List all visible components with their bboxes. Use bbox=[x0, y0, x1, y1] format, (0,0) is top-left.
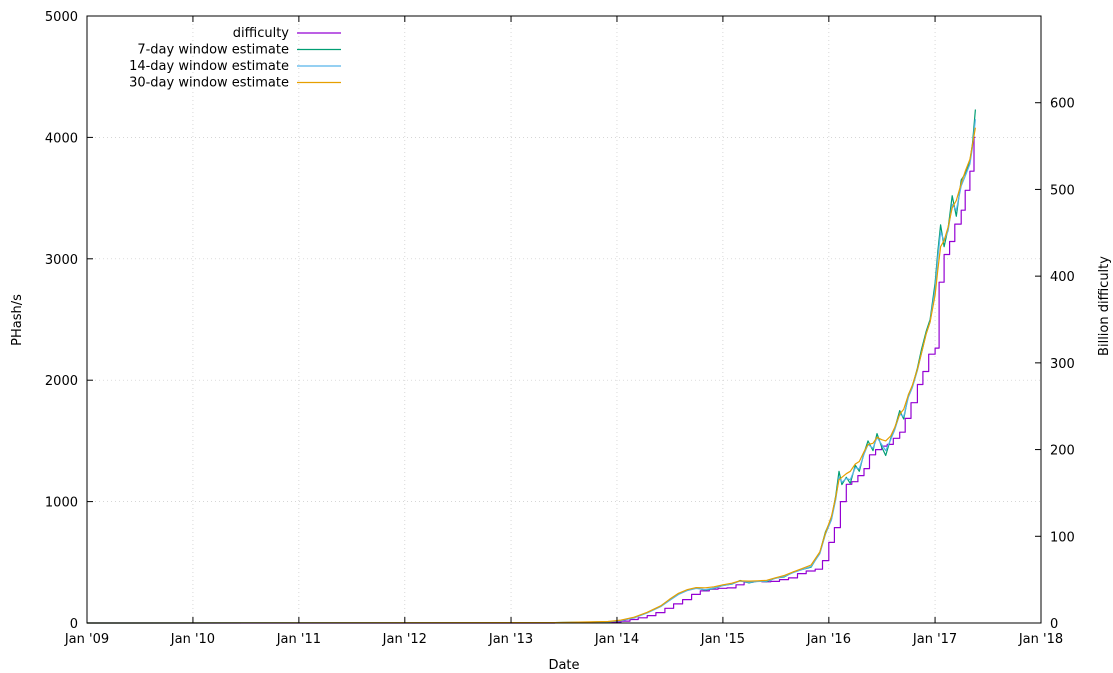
x-tick-label: Jan '15 bbox=[700, 632, 745, 647]
series-line-difficulty bbox=[87, 136, 976, 624]
y2-tick-label: 500 bbox=[1050, 183, 1075, 198]
y-tick-label: 0 bbox=[70, 617, 78, 632]
y-tick-label: 2000 bbox=[45, 374, 78, 389]
y2-tick-label: 0 bbox=[1050, 617, 1058, 632]
y-axis-title: PHash/s bbox=[10, 294, 25, 346]
series-line-30-day-window-estimate bbox=[86, 127, 976, 624]
legend-label: difficulty bbox=[233, 26, 290, 41]
y2-tick-label: 600 bbox=[1050, 97, 1075, 112]
y-tick-label: 4000 bbox=[45, 131, 78, 146]
y-tick-label: 5000 bbox=[45, 10, 78, 25]
y2-axis-title: Billion difficulty bbox=[1097, 256, 1112, 356]
x-tick-label: Jan '18 bbox=[1018, 632, 1063, 647]
series-lines bbox=[86, 109, 976, 624]
legend-label: 7-day window estimate bbox=[137, 43, 289, 58]
x-tick-label: Jan '10 bbox=[170, 632, 215, 647]
y2-tick-label: 200 bbox=[1050, 444, 1075, 459]
series-line-14-day-window-estimate bbox=[86, 119, 976, 624]
y-tick-label: 1000 bbox=[45, 496, 78, 511]
x-axis-title: Date bbox=[548, 658, 579, 673]
x-tick-label: Jan '16 bbox=[806, 632, 851, 647]
x-tick-label: Jan '09 bbox=[64, 632, 109, 647]
y-tick-label: 3000 bbox=[45, 253, 78, 268]
grid-lines bbox=[87, 16, 1041, 623]
plot-border bbox=[86, 15, 1042, 624]
y2-tick-label: 100 bbox=[1050, 530, 1075, 545]
y2-tick-label: 300 bbox=[1050, 357, 1075, 372]
legend-label: 14-day window estimate bbox=[129, 59, 289, 74]
x-tick-label: Jan '13 bbox=[488, 632, 533, 647]
x-tick-label: Jan '17 bbox=[912, 632, 957, 647]
x-tick-label: Jan '11 bbox=[276, 632, 321, 647]
axes: Jan '09 Jan '10 Jan '11 Jan '12 Jan '13 Jan '… bbox=[45, 10, 1075, 647]
y2-tick-label: 400 bbox=[1050, 270, 1075, 285]
legend-label: 30-day window estimate bbox=[129, 76, 289, 91]
x-tick-label: Jan '12 bbox=[382, 632, 427, 647]
x-tick-label: Jan '14 bbox=[594, 632, 639, 647]
